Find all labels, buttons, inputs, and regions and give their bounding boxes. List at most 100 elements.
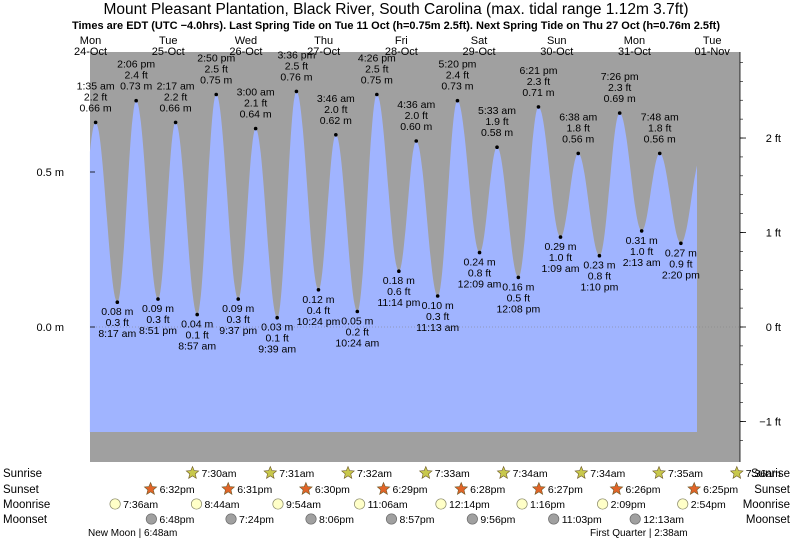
sunset-star-icon <box>687 481 702 495</box>
left-tick-label: 0.0 m <box>36 322 64 334</box>
low-tide-label: 0.23 m <box>583 260 615 272</box>
low-tide-label: 0.1 ft <box>265 333 288 345</box>
day-date: 28-Oct <box>385 46 418 58</box>
day-name: Mon <box>624 35 645 47</box>
low-tide-label: 0.1 ft <box>186 330 209 342</box>
low-tide-label: 0.27 m <box>665 247 697 259</box>
high-tide-point <box>294 89 299 94</box>
high-tide-label: 0.58 m <box>481 127 513 139</box>
astro-row-label-left: Moonrise <box>3 499 50 511</box>
high-tide-label: 0.56 m <box>644 133 676 145</box>
low-tide-point <box>156 297 160 301</box>
moonrise-time: 8:44am <box>204 499 239 511</box>
low-tide-point <box>435 294 440 298</box>
day-name: Mon <box>80 35 101 47</box>
moonrise-icon <box>354 498 366 510</box>
high-tide-label: 2.3 ft <box>527 76 550 88</box>
day-name: Sat <box>471 35 488 47</box>
astro-row-label-left: Moonset <box>3 514 48 526</box>
high-tide-label: 1.9 ft <box>485 116 508 128</box>
high-tide-label: 2.2 ft <box>164 91 187 103</box>
sunset-time: 6:26pm <box>626 484 661 496</box>
sunset-time: 6:27pm <box>548 484 583 496</box>
moonset-icon <box>385 513 398 525</box>
sunrise-star-icon <box>652 465 666 479</box>
low-tide-point <box>316 288 321 292</box>
low-tide-point <box>397 269 401 274</box>
high-tide-label: 2.0 ft <box>405 110 428 122</box>
high-tide-point <box>536 105 541 109</box>
low-tide-label: 0.24 m <box>463 257 495 269</box>
moonset-icon <box>225 513 237 525</box>
low-tide-point <box>115 300 120 305</box>
high-tide-point <box>495 145 499 149</box>
low-tide-label: 0.3 ft <box>227 314 250 326</box>
sunrise-time: 7:36am <box>746 468 781 480</box>
sunset-star-icon <box>454 481 469 495</box>
sunset-time: 6:25pm <box>703 484 738 496</box>
sunset-star-icon <box>609 481 624 495</box>
high-tide-label: 1.8 ft <box>567 122 590 134</box>
day-name: Sun <box>547 35 567 47</box>
sunset-time: 6:29pm <box>393 484 428 496</box>
high-tide-point <box>134 98 138 103</box>
sunrise-star-icon <box>574 465 589 479</box>
sunrise-star-icon <box>418 465 433 479</box>
moonset-time: 7:24pm <box>239 514 274 526</box>
low-tide-label: 0.3 ft <box>146 314 169 326</box>
sunrise-star-icon <box>496 465 511 479</box>
low-tide-label: 8:51 pm <box>139 325 177 337</box>
high-tide-label: 6:21 pm <box>520 65 558 77</box>
astro-row-label-right: Moonset <box>746 514 791 526</box>
high-tide-label: 0.71 m <box>522 87 554 99</box>
low-tide-label: 0.3 ft <box>106 317 129 329</box>
sunrise-time: 7:34am <box>590 468 625 480</box>
low-tide-point <box>236 297 241 301</box>
moonset-icon <box>466 513 478 525</box>
low-tide-label: 0.18 m <box>383 275 415 287</box>
low-tide-label: 0.6 ft <box>387 286 410 298</box>
high-tide-label: 0.73 m <box>120 81 152 93</box>
astro-row-label-right: Moonrise <box>743 499 790 511</box>
sunset-star-icon <box>221 481 236 495</box>
low-tide-label: 0.09 m <box>142 303 174 315</box>
day-name: Tue <box>159 35 178 47</box>
right-tick-label: −1 ft <box>759 416 781 428</box>
moonset-time: 11:03pm <box>562 514 602 526</box>
day-name: Wed <box>235 35 257 47</box>
sunset-time: 6:30pm <box>315 484 350 496</box>
chart-title: Mount Pleasant Plantation, Black River, … <box>104 1 689 18</box>
high-tide-label: 0.56 m <box>562 133 594 145</box>
low-tide-label: 0.2 ft <box>346 327 369 339</box>
high-tide-label: 0.66 m <box>160 102 192 114</box>
high-tide-label: 2:06 pm <box>117 59 155 71</box>
high-tide-label: 0.69 m <box>604 93 636 105</box>
high-tide-label: 7:48 am <box>641 111 679 123</box>
moonset-time: 8:06pm <box>319 514 354 526</box>
low-tide-label: 0.3 ft <box>426 311 449 323</box>
low-tide-label: 1.0 ft <box>549 252 572 264</box>
low-tide-label: 1:09 am <box>542 263 580 275</box>
high-tide-point <box>334 133 338 137</box>
moonrise-time: 9:54am <box>286 499 321 511</box>
low-tide-label: 1.0 ft <box>630 246 653 258</box>
high-tide-label: 0.64 m <box>240 109 272 121</box>
low-tide-label: 0.05 m <box>341 316 373 328</box>
high-tide-label: 2.0 ft <box>324 104 347 116</box>
low-tide-point <box>477 250 482 255</box>
low-tide-label: 9:37 pm <box>219 325 257 337</box>
astro-row-label-right: Sunrise <box>751 468 790 480</box>
sunrise-time: 7:30am <box>201 468 236 480</box>
low-tide-label: 1:10 pm <box>580 282 618 294</box>
moonrise-icon <box>516 498 528 510</box>
low-tide-point <box>355 309 360 314</box>
astro-row-label-right: Sunset <box>754 484 791 496</box>
sunset-time: 6:32pm <box>160 484 195 496</box>
moonrise-time: 2:54pm <box>691 499 726 511</box>
low-tide-point <box>558 235 563 239</box>
high-tide-label: 2.5 ft <box>365 64 388 76</box>
moonset-time: 6:48pm <box>159 514 194 526</box>
high-tide-label: 1.8 ft <box>648 122 671 134</box>
high-tide-label: 0.75 m <box>361 75 393 87</box>
sunset-time: 6:28pm <box>470 484 505 496</box>
